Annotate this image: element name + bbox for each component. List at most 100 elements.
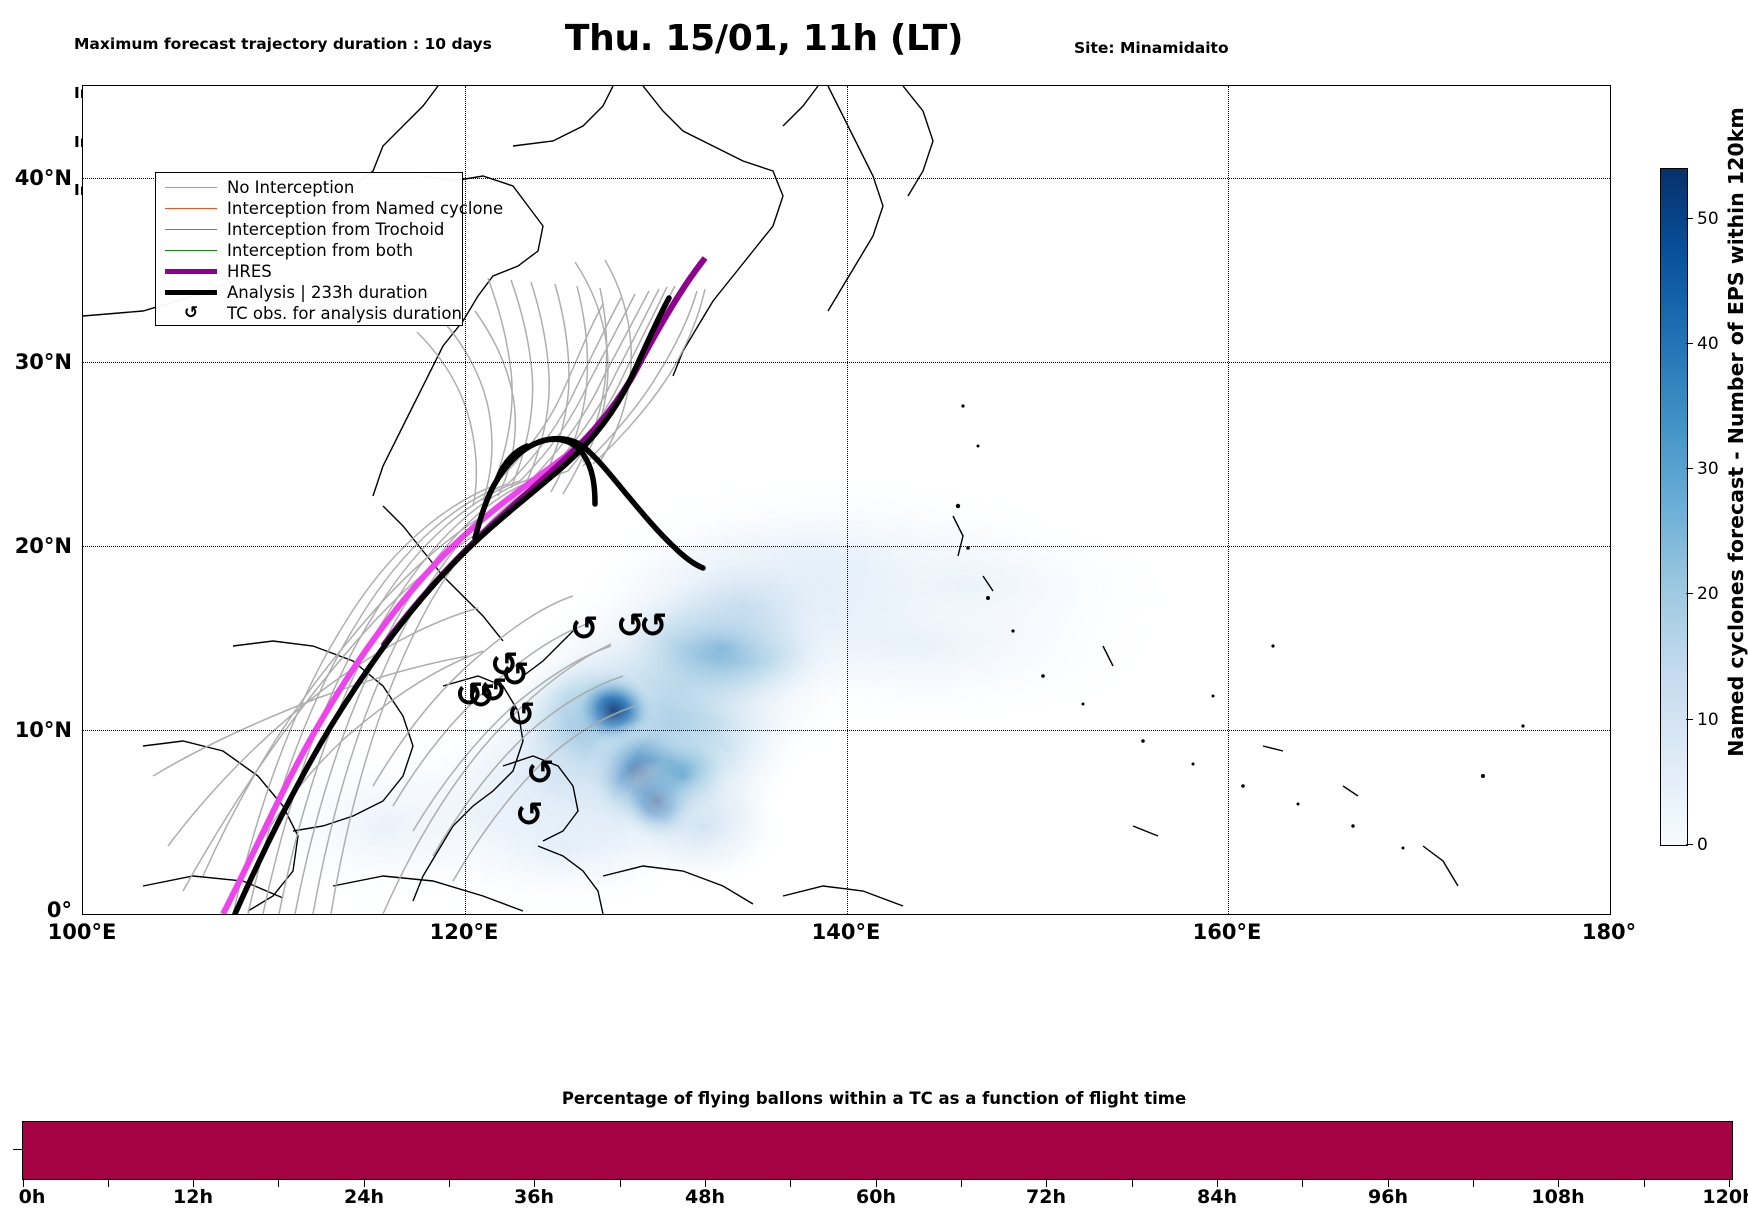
gridline-lon-160 bbox=[1228, 86, 1230, 914]
line-swatch-black bbox=[165, 290, 217, 295]
eps-density-field bbox=[263, 476, 1173, 914]
bar-label-48h: 48h bbox=[685, 1186, 725, 1208]
lat-label-40n: 40°N bbox=[14, 166, 72, 190]
bar-label-0h: 0h bbox=[18, 1186, 46, 1208]
bar-tick-36h bbox=[534, 1178, 535, 1187]
cyclone-icon: ↺ bbox=[507, 695, 536, 735]
colorbar-label-10: 10 bbox=[1697, 710, 1719, 730]
colorbar-title-text: Named cyclones forecast - Number of EPS … bbox=[1724, 107, 1748, 757]
line-swatch-olive bbox=[165, 229, 217, 230]
bottom-panel-title: Percentage of flying ballons within a TC… bbox=[561, 1089, 1187, 1108]
legend-label: HRES bbox=[227, 262, 272, 281]
bar-y-tick bbox=[13, 1149, 22, 1150]
legend-label: TC obs. for analysis duration bbox=[227, 304, 462, 323]
bar-tick-108h bbox=[1558, 1178, 1559, 1187]
bar-label-12h: 12h bbox=[173, 1186, 213, 1208]
bar-label-72h: 72h bbox=[1026, 1186, 1066, 1208]
bar-tick-96h bbox=[1388, 1178, 1389, 1187]
bar-tick-12h bbox=[193, 1178, 194, 1187]
colorbar-gradient bbox=[1660, 168, 1688, 846]
cyclone-icon: ↺ bbox=[639, 606, 668, 646]
bar-label-96h: 96h bbox=[1368, 1186, 1408, 1208]
cyclone-icon: ↺ bbox=[490, 645, 519, 685]
cyclone-icon: ↺ bbox=[183, 303, 199, 323]
legend-item-no-interception[interactable]: No Interception bbox=[165, 177, 354, 198]
bar-tick-60h bbox=[876, 1178, 877, 1187]
colorbar-tick-0 bbox=[1686, 844, 1693, 845]
tc-observation-symbols: ↺ ↺ ↺ ↺ ↺ ↺ ↺ ↺ ↺ ↺ ↺ bbox=[455, 606, 668, 835]
lon-label-160e: 160°E bbox=[1192, 920, 1262, 944]
bar-label-84h: 84h bbox=[1197, 1186, 1237, 1208]
header-right-line-0: Site: Minamidaito bbox=[1074, 39, 1229, 58]
lat-label-30n: 30°N bbox=[14, 350, 72, 374]
forecast-map-panel[interactable]: ↺ ↺ ↺ ↺ ↺ ↺ ↺ ↺ ↺ ↺ ↺ No Interception In… bbox=[82, 85, 1611, 915]
bar-label-108h: 108h bbox=[1531, 1186, 1585, 1208]
colorbar[interactable]: 0 10 20 30 40 50 bbox=[1660, 168, 1719, 855]
page-title-text: Thu. 15/01, 11h (LT) bbox=[564, 18, 964, 59]
flight-time-bar-panel[interactable] bbox=[22, 1121, 1733, 1180]
legend-item-analysis[interactable]: Analysis | 233h duration bbox=[165, 282, 428, 303]
cyclone-icon: ↺ bbox=[455, 675, 484, 715]
colorbar-tick-30 bbox=[1686, 468, 1693, 469]
bar-tick-48h bbox=[705, 1178, 706, 1187]
line-swatch-grey bbox=[165, 187, 217, 188]
bar-tick-minor-102h bbox=[1473, 1178, 1474, 1187]
page-title: Thu. 15/01, 11h (LT) bbox=[0, 18, 1748, 59]
colorbar-label-40: 40 bbox=[1697, 334, 1719, 354]
lon-label-120e: 120°E bbox=[429, 920, 499, 944]
bar-tick-minor-90h bbox=[1302, 1178, 1303, 1187]
cyclone-icon: ↺ bbox=[515, 795, 544, 835]
colorbar-tick-40 bbox=[1686, 343, 1693, 344]
bar-tick-minor-66h bbox=[961, 1178, 962, 1187]
colorbar-tick-20 bbox=[1686, 593, 1693, 594]
percentage-bar bbox=[23, 1122, 1732, 1179]
line-swatch-purple bbox=[165, 269, 217, 274]
colorbar-label-20: 20 bbox=[1697, 584, 1719, 604]
cyclone-icon: ↺ bbox=[616, 606, 645, 646]
legend-item-hres[interactable]: HRES bbox=[165, 261, 272, 282]
cyclone-icon: ↺ bbox=[501, 655, 530, 695]
bar-tick-minor-18h bbox=[278, 1178, 279, 1187]
bar-tick-72h bbox=[1046, 1178, 1047, 1187]
bar-tick-minor-78h bbox=[1132, 1178, 1133, 1187]
colorbar-title: Named cyclones forecast - Number of EPS … bbox=[1706, 0, 1748, 1213]
bar-label-60h: 60h bbox=[856, 1186, 896, 1208]
legend-label: Interception from Named cyclone bbox=[227, 199, 504, 218]
bar-tick-120h bbox=[1729, 1178, 1730, 1187]
map-canvas: ↺ ↺ ↺ ↺ ↺ ↺ ↺ ↺ ↺ ↺ ↺ bbox=[83, 86, 1525, 914]
bar-tick-minor-54h bbox=[790, 1178, 791, 1187]
coastline-islands bbox=[955, 404, 1525, 850]
legend-item-both[interactable]: Interception from both bbox=[165, 240, 413, 261]
eps-ensemble-tracks bbox=[152, 259, 706, 914]
lon-label-100e: 100°E bbox=[47, 920, 117, 944]
line-swatch-green bbox=[165, 250, 217, 251]
cyclone-icon: ↺ bbox=[467, 677, 496, 717]
legend-label: Interception from both bbox=[227, 241, 414, 260]
bar-tick-minor-42h bbox=[620, 1178, 621, 1187]
colorbar-tick-10 bbox=[1686, 719, 1693, 720]
bar-tick-84h bbox=[1217, 1178, 1218, 1187]
line-swatch-orange bbox=[165, 208, 217, 209]
legend-item-trochoid[interactable]: Interception from Trochoid bbox=[165, 219, 444, 240]
legend-item-tc-obs[interactable]: ↺ TC obs. for analysis duration bbox=[165, 303, 462, 324]
gridline-lon-120 bbox=[464, 86, 466, 914]
lon-label-180: 180° bbox=[1581, 920, 1637, 944]
bar-label-24h: 24h bbox=[344, 1186, 384, 1208]
bar-tick-minor-114h bbox=[1644, 1178, 1645, 1187]
cyclone-icon: ↺ bbox=[570, 609, 599, 649]
lon-label-140e: 140°E bbox=[811, 920, 881, 944]
lat-label-0: 0° bbox=[46, 898, 72, 922]
cyclone-icon: ↺ bbox=[479, 671, 508, 711]
lat-label-10n: 10°N bbox=[14, 718, 72, 742]
colorbar-label-50: 50 bbox=[1697, 209, 1719, 229]
lat-label-20n: 20°N bbox=[14, 534, 72, 558]
bar-tick-0h bbox=[23, 1178, 24, 1187]
legend-label: Analysis | 233h duration bbox=[227, 283, 428, 302]
header-left-line-0: Maximum forecast trajectory duration : 1… bbox=[74, 35, 492, 54]
legend-label: Interception from Trochoid bbox=[227, 220, 445, 239]
colorbar-label-0: 0 bbox=[1697, 835, 1708, 855]
map-legend[interactable]: No Interception Interception from Named … bbox=[155, 172, 503, 326]
bar-tick-minor-6h bbox=[108, 1178, 109, 1187]
legend-item-named-cyclone[interactable]: Interception from Named cyclone bbox=[165, 198, 503, 219]
bar-tick-minor-30h bbox=[449, 1178, 450, 1187]
